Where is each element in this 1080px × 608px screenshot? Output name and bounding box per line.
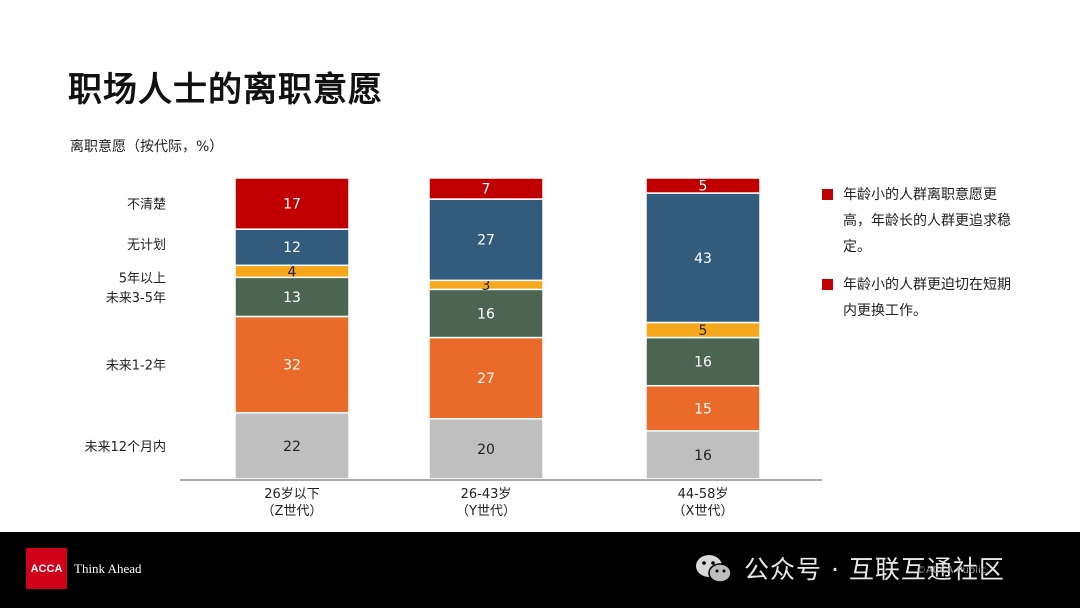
series-label: 未来12个月内 [84,439,166,455]
bar-segment [234,276,350,318]
x-tick-label: （Y世代） [456,504,516,519]
data-label: 7 [482,182,491,198]
data-label: 5 [699,323,708,339]
data-label: 3 [482,278,491,294]
bar-segment [645,430,761,480]
series-label: 不清楚 [127,198,166,213]
footer-bar: ACCA Think Ahead 公众号 · 互联互通社区 ©ACCA Publ… [0,532,1080,608]
series-label: 5年以上 [119,271,166,286]
data-label: 16 [694,355,712,371]
acca-logo: ACCA [26,548,67,589]
tagline: Think Ahead [74,561,142,576]
bar-segment [428,336,544,420]
stacked-bar-chart: 22 32 13 4 12 17 26岁以下 （Z世代） 20 27 16 3 27 7 26-43岁 （Y世… [84,177,822,519]
data-label: 16 [694,448,712,464]
bar-segment [234,412,350,480]
bar-segment [428,177,544,200]
x-tick-label: 26-43岁 [461,487,512,502]
x-tick-label: 44-58岁 [678,487,729,502]
legend-note-2: 年龄小的人群更迫切在短期内更换工作。 [822,272,1012,324]
data-label: 13 [283,290,301,306]
data-label: 17 [283,197,301,213]
legend-note-1: 年龄小的人群离职意愿更高，年龄长的人群更追求稳定。 [822,182,1012,260]
x-tick-label: （Z世代） [262,504,323,519]
legend-note-text: 年龄小的人群更迫切在短期内更换工作。 [843,277,1011,319]
data-label: 27 [477,233,495,249]
data-label: 12 [283,240,301,256]
chart-subtitle: 离职意愿（按代际，%） [70,139,224,155]
data-label: 5 [699,179,708,195]
bar-segment [234,315,350,414]
wechat-icon [696,555,732,583]
series-label: 未来3-5年 [106,291,166,306]
data-label: 4 [288,264,297,280]
watermark-text: 公众号 · 互联互通社区 [744,555,1005,584]
bar-segment [428,198,544,282]
legend-note-text: 年龄小的人群离职意愿更高，年龄长的人群更追求稳定。 [843,187,1011,255]
data-label: 22 [283,439,301,455]
bar-segment [428,418,544,480]
copyright-text: ©ACCA Public [916,565,987,576]
bar-segment [645,177,761,194]
x-tick-label: 26岁以下 [264,487,320,502]
data-label: 16 [477,306,495,322]
bar-segment [234,177,350,230]
data-label: 27 [477,371,495,387]
x-tick-label: （X世代） [673,504,734,519]
page-title: 职场人士的离职意愿 [68,70,383,110]
red-square-bullet-icon [822,189,833,200]
bar-segment [645,384,761,432]
data-label: 20 [477,442,495,458]
bar-segment [645,192,761,324]
bar-segment [428,288,544,339]
data-label: 43 [694,251,712,267]
red-square-bullet-icon [822,279,833,290]
series-label: 未来1-2年 [106,359,166,374]
data-label: 32 [283,358,301,374]
series-label: 无计划 [127,238,166,253]
data-label: 15 [694,401,712,417]
